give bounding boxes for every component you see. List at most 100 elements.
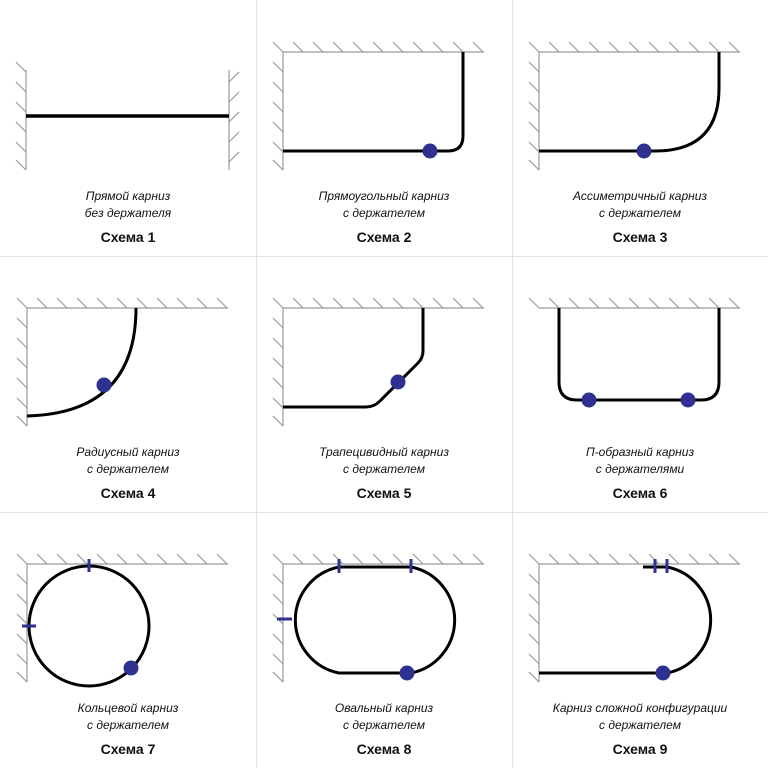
wall-ceiling-stroke (648, 41, 660, 53)
wall-ceiling-stroke (688, 553, 700, 565)
wall-left-stroke (272, 317, 284, 329)
wall-right-stroke (228, 71, 240, 83)
caption-line-2: с держателем (599, 206, 681, 220)
wall-ceiling-stroke (588, 297, 600, 309)
wall-ceiling-stroke (312, 553, 324, 565)
grid-separator (0, 512, 768, 513)
scheme-6-drawing (528, 297, 740, 408)
scheme-2: Прямоугольный карниз с держателем Схема … (256, 0, 512, 256)
caption-line-1: Ассиметричный карниз (572, 189, 708, 203)
wall-ceiling-stroke (196, 297, 208, 309)
wall-right-stroke (228, 91, 240, 103)
wall-left-stroke (528, 653, 540, 665)
scheme-1-drawing (15, 61, 240, 171)
scheme-9-drawing (528, 553, 740, 683)
wall-left-stroke (16, 377, 28, 389)
wall-ceiling-stroke (216, 297, 228, 309)
wall-ceiling-stroke (156, 297, 168, 309)
rail (557, 308, 721, 402)
wall-left-stroke (272, 415, 284, 427)
wall-right-stroke (228, 131, 240, 143)
scheme-6-label: Схема 6 (612, 485, 668, 501)
grid-separator (256, 0, 257, 768)
scheme-5-drawing (272, 297, 484, 427)
wall-ceiling-stroke (548, 297, 560, 309)
wall-ceiling-stroke (668, 553, 680, 565)
wall-ceiling-stroke (568, 553, 580, 565)
wall-ceiling (528, 297, 740, 309)
wall-ceiling-stroke (352, 297, 364, 309)
wall-right-stroke (228, 151, 240, 163)
scheme-1-label: Схема 1 (100, 229, 156, 245)
wall-ceiling-stroke (608, 41, 620, 53)
scheme-2-caption: Прямоугольный карниз с держателем (256, 188, 512, 222)
wall-ceiling-stroke (628, 297, 640, 309)
rail (539, 52, 721, 153)
caption-line-2: без держателя (84, 206, 172, 220)
wall-ceiling-stroke (548, 553, 560, 565)
wall-left-stroke (272, 81, 284, 93)
wall-left-stroke (16, 633, 28, 645)
caption-line-1: Трапецивидный карниз (319, 445, 449, 459)
scheme-7-label: Схема 7 (100, 741, 156, 757)
caption-line-1: П-образный карниз (585, 445, 695, 459)
wall-ceiling-stroke (708, 41, 720, 53)
wall-left-stroke (272, 593, 284, 605)
wall-ceiling-stroke (312, 41, 324, 53)
wall-ceiling-stroke (176, 297, 188, 309)
scheme-4-label: Схема 4 (100, 485, 156, 501)
scheme-6-caption: П-образный карниз с держателями (512, 444, 768, 478)
scheme-3-label: Схема 3 (612, 229, 668, 245)
wall-ceiling (272, 297, 484, 309)
scheme-9-caption: Карниз сложной конфигурации с держателем (512, 700, 768, 734)
wall-left-stroke (272, 101, 284, 113)
wall-left-stroke (15, 121, 27, 133)
wall-ceiling-stroke (708, 553, 720, 565)
wall-ceiling-stroke (668, 41, 680, 53)
wall-left (272, 564, 284, 683)
wall-left-stroke (16, 653, 28, 665)
wall-left (272, 308, 284, 427)
wall-ceiling-stroke (352, 41, 364, 53)
wall-left-stroke (16, 573, 28, 585)
caption-line-2: с держателем (87, 462, 169, 476)
wall-left-stroke (528, 159, 540, 171)
wall-ceiling-stroke (608, 297, 620, 309)
scheme-6: П-образный карниз с держателями Схема 6 (512, 256, 768, 512)
wall-ceiling-stroke (96, 297, 108, 309)
wall-left-stroke (272, 337, 284, 349)
caption-line-1: Карниз сложной конфигурации (552, 701, 728, 715)
wall-ceiling-stroke (136, 553, 148, 565)
scheme-9-label: Схема 9 (612, 741, 668, 757)
wall-ceiling-stroke (452, 553, 464, 565)
wall-ceiling-stroke (588, 553, 600, 565)
caption-line-1: Кольцевой карниз (77, 701, 179, 715)
wall-ceiling-stroke (56, 297, 68, 309)
wall-left-stroke (272, 121, 284, 133)
holder (123, 660, 139, 676)
rail (26, 307, 138, 418)
scheme-8: Овальный карниз с держателем Схема 8 (256, 512, 512, 768)
wall-ceiling-stroke (432, 553, 444, 565)
wall-left (528, 52, 540, 171)
holder (636, 143, 652, 159)
wall-ceiling-stroke (728, 553, 740, 565)
wall-ceiling (16, 297, 228, 309)
wall-left-stroke (15, 141, 27, 153)
wall-ceiling-stroke (548, 41, 560, 53)
caption-line-1: Прямоугольный карниз (318, 189, 450, 203)
scheme-8-caption: Овальный карниз с держателем (256, 700, 512, 734)
wall-ceiling-stroke (116, 297, 128, 309)
wall-ceiling-stroke (76, 553, 88, 565)
wall-ceiling-stroke (568, 297, 580, 309)
wall-left-stroke (15, 159, 27, 171)
wall-left-stroke (16, 357, 28, 369)
wall-ceiling (272, 41, 484, 53)
grid-separator (512, 0, 513, 768)
wall-ceiling-stroke (708, 297, 720, 309)
scheme-8-drawing (272, 553, 484, 683)
wall-ceiling (528, 41, 740, 53)
grid-separator (0, 256, 768, 257)
wall-left-stroke (528, 121, 540, 133)
scheme-5: Трапецивидный карниз с держателем Схема … (256, 256, 512, 512)
